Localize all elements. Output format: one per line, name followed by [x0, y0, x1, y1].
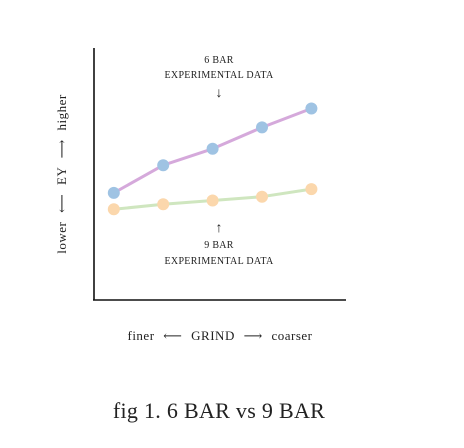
- y-axis-label-center: EY: [54, 167, 69, 185]
- annotation-6bar-line2: EXPERIMENTAL DATA: [165, 70, 274, 81]
- figure-caption: fig 1. 6 BAR vs 9 BAR: [113, 398, 325, 423]
- x-axis-label: finer ⟵ GRIND ⟶ coarser: [127, 328, 312, 343]
- series-layer: [107, 102, 318, 216]
- y-axis-label-low: lower: [54, 221, 69, 253]
- x-axis-label-right: coarser: [271, 328, 312, 343]
- data-point-s1-3: [256, 190, 268, 203]
- x-axis-label-left: finer: [127, 328, 154, 343]
- x-axis-label-center: GRIND: [191, 328, 235, 343]
- y-axis-label-high: higher: [54, 94, 69, 130]
- data-point-s0-3: [256, 121, 268, 134]
- y-axis-label-arrow-low: ⟵: [54, 194, 69, 213]
- annotation-9bar-line2: EXPERIMENTAL DATA: [165, 256, 274, 267]
- annotation-6bar-line1: 6 BAR: [204, 55, 234, 66]
- data-point-s1-2: [206, 194, 219, 207]
- data-point-s0-2: [206, 142, 219, 155]
- data-point-s0-1: [157, 159, 170, 172]
- x-axis-label-arrow-left: ⟵: [163, 328, 182, 343]
- data-point-s0-0: [107, 186, 120, 199]
- data-point-s1-0: [107, 203, 120, 216]
- annotation-9bar-arrow: ↑: [216, 221, 223, 236]
- data-point-s1-4: [305, 183, 318, 196]
- annotation-6bar-arrow: ↓: [216, 86, 223, 101]
- y-axis-label: lower ⟵ EY ⟶ higher: [54, 94, 69, 254]
- annotation-9bar-line1: 9 BAR: [204, 240, 234, 251]
- y-axis-label-arrow-high: ⟶: [54, 139, 69, 158]
- data-point-s0-4: [305, 102, 318, 115]
- x-axis-label-arrow-right: ⟶: [244, 328, 263, 343]
- data-point-s1-1: [157, 198, 170, 211]
